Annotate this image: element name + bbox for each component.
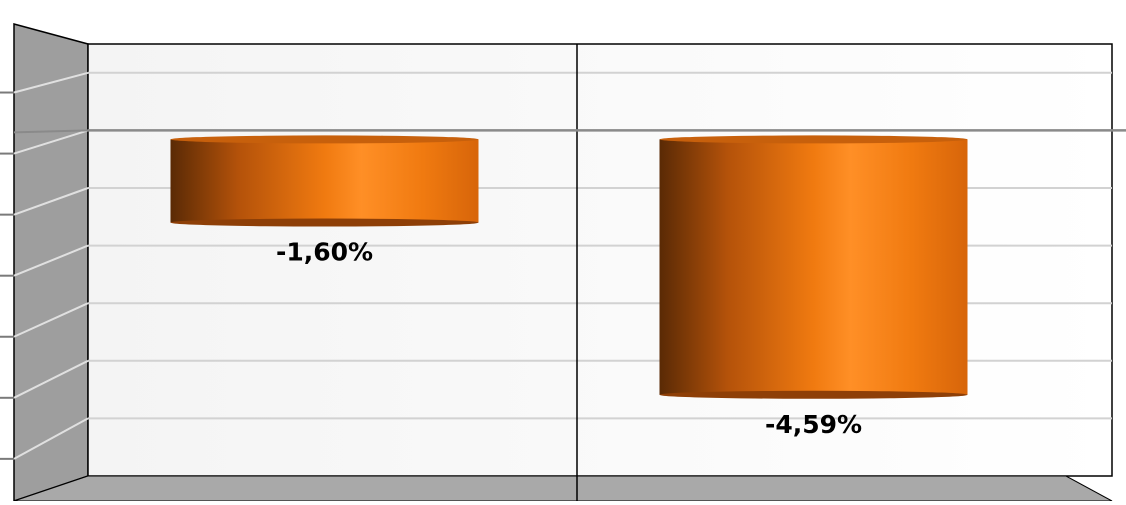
bar-bottom (170, 218, 479, 227)
bar (659, 139, 968, 395)
side-gridline (13, 359, 89, 399)
side-gridline (13, 187, 89, 216)
side-gridline (13, 244, 89, 277)
bar-top (659, 135, 968, 144)
side-gridline (13, 417, 89, 460)
side-gridline (13, 71, 89, 94)
chart-side-wall (13, 23, 89, 503)
data-label: -4,59% (765, 410, 862, 439)
side-gridline (13, 129, 89, 155)
zero-line-side (13, 129, 89, 134)
side-gridline (13, 302, 89, 338)
bar-bottom (659, 390, 968, 399)
bar (170, 139, 479, 223)
bar-top (170, 135, 479, 144)
chart-floor (13, 475, 1113, 502)
data-label: -1,60% (276, 238, 373, 267)
